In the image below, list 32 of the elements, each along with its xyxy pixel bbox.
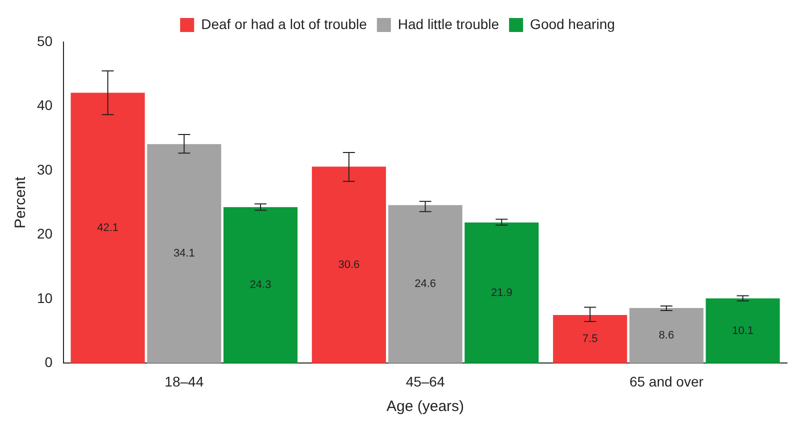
- bar: [70, 92, 145, 364]
- data-label: 42.1: [97, 222, 118, 234]
- bar: [388, 205, 462, 364]
- y-tick-label: 20: [36, 226, 53, 242]
- legend-label: Had little trouble: [398, 16, 500, 32]
- y-tick-label: 0: [44, 354, 53, 370]
- data-label: 30.6: [338, 258, 360, 271]
- data-label: 7.5: [582, 333, 598, 346]
- data-label: 24.3: [250, 279, 272, 292]
- bar: [706, 298, 780, 364]
- data-label: 10.1: [732, 324, 754, 337]
- x-tick-label: 18–44: [164, 373, 204, 390]
- y-tick-label: 40: [36, 97, 53, 114]
- y-tick-label: 50: [36, 32, 53, 49]
- bar: [629, 308, 704, 364]
- y-axis-title: Percent: [12, 176, 30, 228]
- bar: [223, 207, 298, 364]
- bar: [553, 315, 628, 364]
- bar: [464, 222, 539, 364]
- legend-label: Good hearing: [530, 16, 615, 32]
- data-label: 8.6: [658, 330, 674, 342]
- data-label: 34.1: [173, 248, 195, 260]
- x-axis-title: Age (years): [386, 398, 464, 416]
- y-tick-label: 10: [36, 290, 53, 306]
- legend-label: Deaf or had a lot of trouble: [201, 16, 368, 32]
- bar: [312, 166, 386, 364]
- x-tick-label: 45–64: [406, 373, 445, 390]
- data-label: 24.6: [414, 278, 436, 290]
- data-label: 21.9: [490, 286, 512, 299]
- x-tick-label: 65 and over: [629, 373, 704, 390]
- y-tick-label: 30: [36, 161, 53, 178]
- bar: [147, 144, 222, 364]
